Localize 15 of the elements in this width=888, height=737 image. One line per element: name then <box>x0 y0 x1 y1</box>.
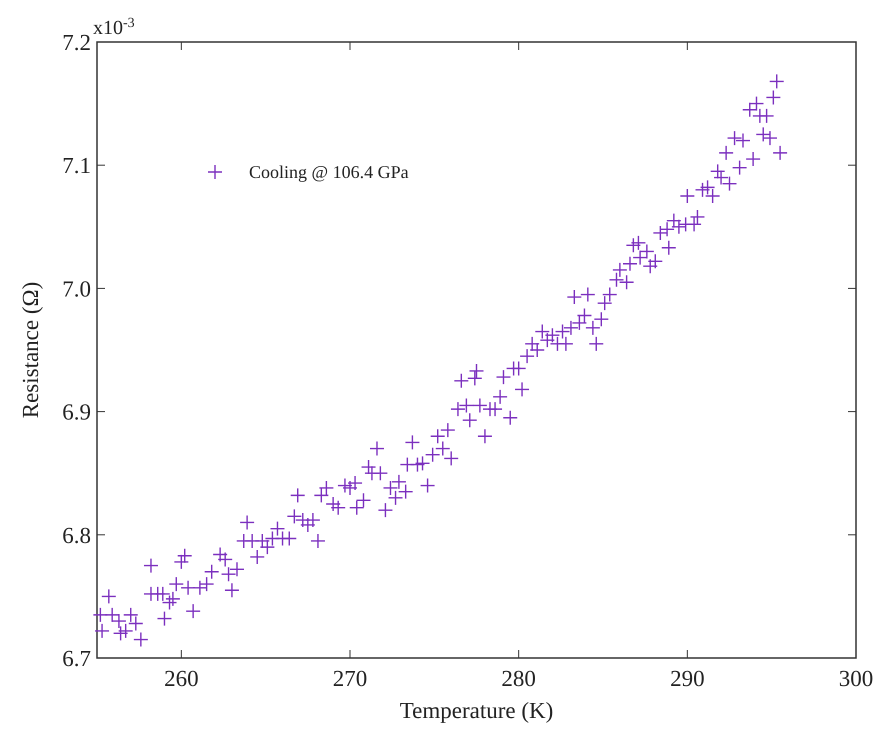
x-tick-label: 260 <box>164 666 199 691</box>
y-tick-label: 6.8 <box>62 522 91 548</box>
y-tick-label: 7.0 <box>62 276 91 302</box>
y-tick-label: 6.7 <box>62 646 91 671</box>
x-tick-label: 280 <box>501 666 536 691</box>
x-tick-label: 290 <box>670 666 705 691</box>
legend-label: Cooling @ 106.4 GPa <box>249 162 409 182</box>
y-axis-title: Resistance (Ω) <box>18 282 43 418</box>
y-tick-label: 7.1 <box>62 153 91 178</box>
x-tick-label: 270 <box>332 666 368 691</box>
y-tick-label: 7.2 <box>62 30 91 55</box>
x-tick-label: 300 <box>838 666 874 691</box>
y-tick-label: 6.9 <box>62 400 91 425</box>
x-axis-title: Temperature (K) <box>400 698 554 723</box>
text: x10$^{-3}$ <box>93 16 135 39</box>
